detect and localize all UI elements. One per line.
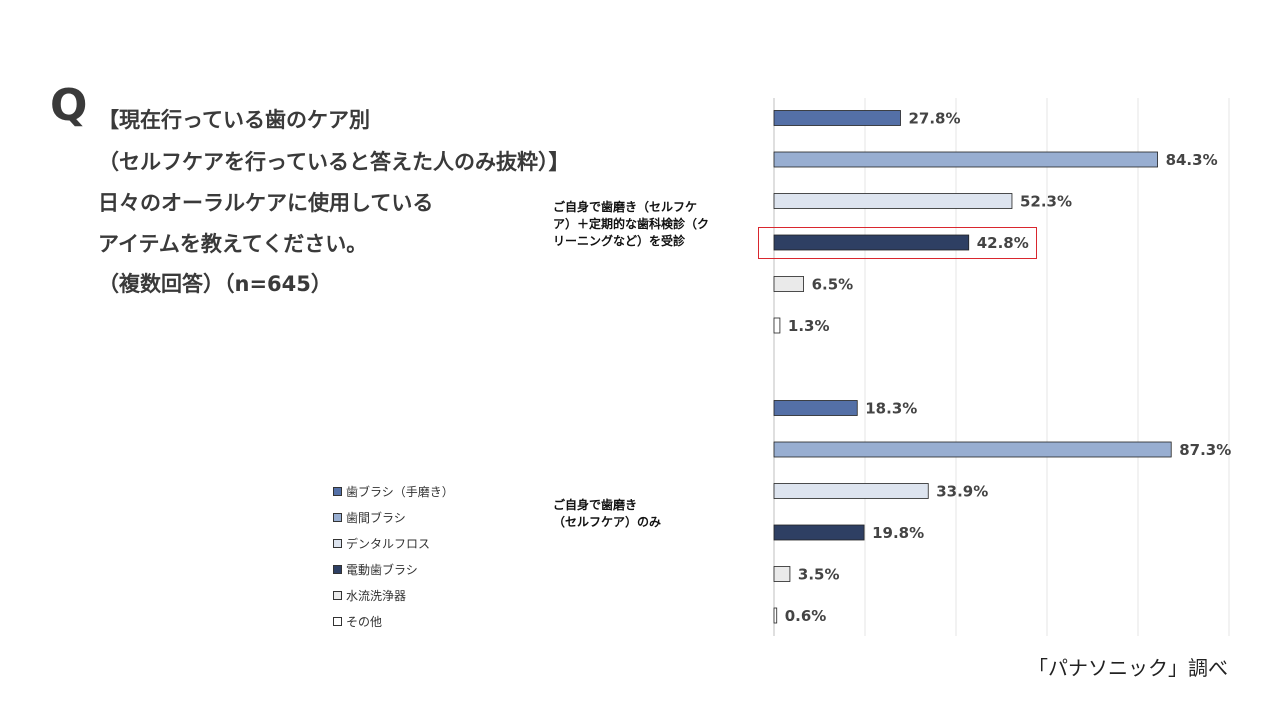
group-label-line: （セルフケア）のみ bbox=[553, 515, 662, 529]
highlight-box bbox=[758, 226, 1037, 259]
question-line-5: （複数回答）（n=645） bbox=[98, 272, 332, 296]
legend-swatch bbox=[333, 486, 342, 496]
legend-item: 水流洗浄器 bbox=[333, 582, 454, 608]
question-line-4: アイテムを教えてください。 bbox=[98, 232, 368, 256]
legend-label: 歯間ブラシ bbox=[346, 510, 406, 525]
data-label: 6.5% bbox=[812, 276, 854, 294]
data-label: 0.6% bbox=[785, 607, 827, 625]
group-label-dental-checkup: ご自身で歯磨き（セルフケ ア）＋定期的な歯科検診（ク リーニングなど）を受診 bbox=[553, 199, 753, 250]
legend-label: デンタルフロス bbox=[346, 536, 431, 551]
legend-swatch bbox=[333, 616, 342, 626]
question-line-3: 日々のオーラルケアに使用している bbox=[98, 191, 434, 215]
data-label: 1.3% bbox=[788, 317, 830, 335]
bar bbox=[773, 524, 865, 541]
data-label: 18.3% bbox=[865, 400, 917, 418]
bar bbox=[773, 607, 778, 624]
bar bbox=[773, 276, 804, 292]
bar bbox=[773, 110, 901, 126]
data-label: 19.8% bbox=[872, 524, 924, 542]
legend-swatch bbox=[333, 564, 342, 574]
group-label-line: リーニングなど）を受診 bbox=[553, 234, 686, 248]
legend-label: 電動歯ブラシ bbox=[346, 562, 418, 577]
group-label-line: ご自身で歯磨き bbox=[553, 498, 638, 512]
legend-item: 歯間ブラシ bbox=[333, 504, 454, 530]
bar bbox=[773, 566, 791, 582]
legend-item: 電動歯ブラシ bbox=[333, 556, 454, 582]
bar bbox=[773, 317, 781, 334]
data-label: 27.8% bbox=[908, 110, 960, 128]
data-label: 52.3% bbox=[1020, 193, 1072, 211]
legend-swatch bbox=[333, 538, 342, 548]
data-label: 87.3% bbox=[1179, 441, 1231, 459]
data-label: 42.8% bbox=[977, 234, 1029, 252]
group-label-self-care-only: ご自身で歯磨き （セルフケア）のみ bbox=[553, 497, 753, 531]
source-credit: 「パナソニック」調べ bbox=[1028, 656, 1228, 680]
legend-item: デンタルフロス bbox=[333, 530, 454, 556]
legend-item: その他 bbox=[333, 608, 454, 634]
bar bbox=[773, 483, 929, 499]
bar bbox=[773, 151, 1158, 168]
legend-label: 歯ブラシ（手磨き） bbox=[346, 484, 454, 499]
data-label: 33.9% bbox=[936, 483, 988, 501]
question-mark: Q bbox=[50, 80, 88, 131]
legend-label: その他 bbox=[346, 614, 383, 629]
bar bbox=[773, 234, 970, 251]
data-label: 3.5% bbox=[798, 566, 840, 584]
bar bbox=[773, 193, 1013, 209]
question-line-1: 【現在行っている歯のケア別 bbox=[98, 108, 370, 132]
bar bbox=[773, 441, 1172, 458]
question-line-2: （セルフケアを行っていると答えた人のみ抜粋）】 bbox=[98, 150, 570, 174]
legend-swatch bbox=[333, 512, 342, 522]
chart-legend: 歯ブラシ（手磨き） 歯間ブラシ デンタルフロス 電動歯ブラシ 水流洗浄器 その他 bbox=[333, 478, 454, 634]
legend-swatch bbox=[333, 590, 342, 600]
group-label-line: ご自身で歯磨き（セルフケ bbox=[553, 200, 698, 214]
bar bbox=[773, 400, 858, 416]
legend-label: 水流洗浄器 bbox=[346, 588, 407, 603]
data-label: 84.3% bbox=[1166, 151, 1218, 169]
group-label-line: ア）＋定期的な歯科検診（ク bbox=[553, 217, 710, 231]
legend-item: 歯ブラシ（手磨き） bbox=[333, 478, 454, 504]
